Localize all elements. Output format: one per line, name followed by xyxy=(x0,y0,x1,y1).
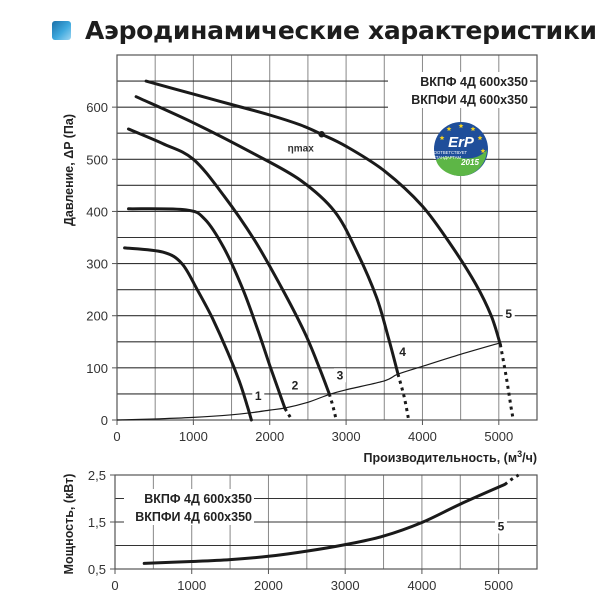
curve-label-4: 4 xyxy=(399,345,406,359)
curve-labels: 1 2 3 4 5 xyxy=(252,306,515,404)
y-tick-label: 200 xyxy=(86,309,108,324)
power-legend-model-2: ВКПФИ 4Д 600x350 xyxy=(135,510,252,524)
curve-label-5: 5 xyxy=(505,307,512,321)
y-tick-label: 400 xyxy=(86,204,108,219)
y-tick-label: 2,5 xyxy=(88,468,106,483)
curve-3-extension xyxy=(327,393,338,421)
curve-5-extension xyxy=(503,473,520,486)
star-icon xyxy=(480,148,486,154)
curve-4-extension xyxy=(396,373,411,421)
curve-4 xyxy=(134,95,400,376)
pressure-curves xyxy=(123,79,515,422)
y-tick-label: 300 xyxy=(86,257,108,272)
x-tick-label: 2000 xyxy=(254,578,283,593)
y-tick-label: 1,5 xyxy=(88,515,106,530)
y-tick-label: 500 xyxy=(86,152,108,167)
curve-label-3: 3 xyxy=(337,368,344,382)
curve-label-1: 1 xyxy=(255,389,262,403)
y-tick-label: 600 xyxy=(86,100,108,115)
curve-5-extension xyxy=(498,344,515,421)
power-axis-ticks: 0 1000 2000 3000 4000 5000 0,5 1,5 2,5 xyxy=(88,468,513,593)
curve-label-bg xyxy=(252,389,265,404)
page-header: Аэродинамические характеристики xyxy=(52,12,597,48)
curve-5 xyxy=(142,482,507,565)
y-tick-label: 0,5 xyxy=(88,562,106,577)
x-tick-label: 1000 xyxy=(179,429,208,444)
page-title: Аэродинамические характеристики xyxy=(85,15,597,45)
pressure-axis-ticks: 0 1000 2000 3000 4000 5000 0 100 200 300 400 500 600 xyxy=(86,100,513,444)
erp-badge: ErP СООТВЕТСТВУЕТ СТАНДАРТАМ 2015 xyxy=(431,122,488,176)
system-curve xyxy=(116,342,501,421)
eta-max-label: ηmax xyxy=(288,143,315,154)
flow-x-axis-label: Производительность, (м3/ч) xyxy=(363,449,537,465)
power-legend-background xyxy=(124,489,254,525)
curve-1 xyxy=(123,246,253,422)
star-icon xyxy=(446,126,452,132)
power-legend-model-1: ВКПФ 4Д 600x350 xyxy=(144,492,252,506)
badge-title: ErP xyxy=(448,134,475,151)
badge-line1: СООТВЕТСТВУЕТ xyxy=(431,150,468,155)
x-tick-label: 2000 xyxy=(255,429,284,444)
star-icon xyxy=(470,126,476,132)
pressure-chart: 0 1000 2000 3000 4000 5000 0 100 200 300 400 500 600… xyxy=(62,54,538,465)
star-icon xyxy=(439,135,445,141)
power-curves xyxy=(142,473,520,565)
power-y-axis-label: Мощность, (кВт) xyxy=(62,474,76,575)
pressure-grid xyxy=(116,54,538,421)
square-gradient-icon xyxy=(52,20,71,40)
plot-frame xyxy=(116,54,538,421)
curve-label-bg xyxy=(494,519,507,534)
x-tick-label: 4000 xyxy=(407,578,436,593)
curve-2 xyxy=(127,207,287,410)
x-tick-label: 1000 xyxy=(177,578,206,593)
curve-label-5: 5 xyxy=(498,520,505,534)
pressure-legend-model-2: ВКПФИ 4Д 600x350 xyxy=(411,93,528,107)
badge-stars-icon xyxy=(439,123,486,154)
x-tick-label: 5000 xyxy=(484,429,513,444)
pressure-legend-model-1: ВКПФ 4Д 600x350 xyxy=(420,75,528,89)
system-resistance-line xyxy=(116,342,501,421)
x-tick-label: 4000 xyxy=(408,429,437,444)
curve-5 xyxy=(144,79,502,346)
eta-max-marker xyxy=(318,131,325,138)
badge-line2: СТАНДАРТАМ xyxy=(433,155,462,160)
x-tick-label: 5000 xyxy=(484,578,513,593)
x-tick-label: 3000 xyxy=(332,429,361,444)
y-tick-label: 100 xyxy=(86,361,108,376)
x-tick-label: 0 xyxy=(113,429,120,444)
curve-label-2: 2 xyxy=(292,379,299,393)
badge-year: 2015 xyxy=(460,158,479,167)
power-chart: 0 1000 2000 3000 4000 5000 0,5 1,5 2,5 ВКПФ 4Д 6… xyxy=(62,468,538,593)
curve-label-bg xyxy=(502,306,515,321)
pressure-legend-background xyxy=(388,72,530,108)
star-icon xyxy=(458,123,464,129)
power-curve-labels: 5 xyxy=(494,519,507,534)
x-tick-label: 0 xyxy=(111,578,118,593)
y-tick-label: 0 xyxy=(101,413,108,428)
x-tick-label: 3000 xyxy=(331,578,360,593)
star-icon xyxy=(477,135,483,141)
curve-label-bg xyxy=(333,368,346,383)
curve-3 xyxy=(127,127,331,396)
badge-leaf xyxy=(436,150,487,176)
curve-2-extension xyxy=(283,407,294,421)
curve-label-bg xyxy=(288,378,301,393)
curve-label-bg xyxy=(396,344,409,359)
pressure-y-axis-label: Давление, ΔP (Па) xyxy=(62,114,76,226)
